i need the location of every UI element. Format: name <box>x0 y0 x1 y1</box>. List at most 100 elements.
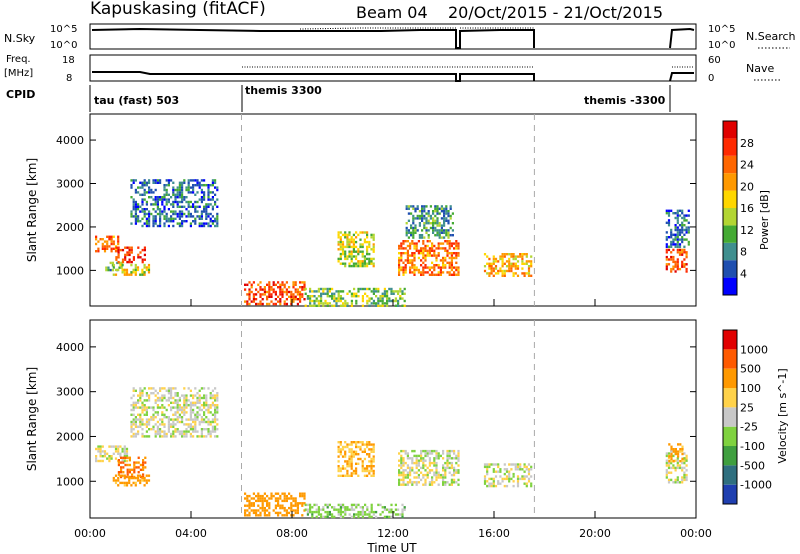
echo-cell <box>268 293 271 296</box>
echo-cell <box>685 270 688 273</box>
echo-cell <box>523 274 526 277</box>
echo-cell <box>409 261 412 264</box>
echo-cell <box>294 511 297 515</box>
echo-cell <box>488 265 491 268</box>
echo-cell <box>328 290 331 293</box>
echo-cell <box>110 457 113 460</box>
echo-cell <box>207 418 210 421</box>
echo-cell <box>446 481 449 484</box>
echo-cell <box>402 469 405 472</box>
echo-cell <box>198 399 201 402</box>
echo-cell <box>156 430 159 433</box>
echo-cell <box>672 466 675 470</box>
echo-cell <box>252 511 255 515</box>
echo-cell <box>683 265 686 268</box>
echo-cell <box>685 238 688 241</box>
echo-cell <box>685 454 688 458</box>
echo-cell <box>676 236 679 239</box>
echo-cell <box>670 243 673 246</box>
echo-cell <box>125 459 129 463</box>
echo-cell <box>167 396 170 400</box>
echo-cell <box>119 445 122 448</box>
echo-cell <box>147 266 151 269</box>
echo-cell <box>514 257 517 261</box>
echo-cell <box>141 418 144 421</box>
echo-cell <box>676 251 679 254</box>
echo-cell <box>512 472 515 476</box>
echo-cell <box>357 441 360 444</box>
power-colorbar-tick: 4 <box>740 267 747 280</box>
echo-cell <box>159 430 162 433</box>
echo-cell <box>119 455 122 458</box>
echo-cell <box>181 408 184 412</box>
echo-cell <box>200 215 203 218</box>
echo-cell <box>268 281 271 284</box>
echo-cell <box>207 428 210 431</box>
echo-cell <box>124 256 127 259</box>
echo-cell <box>296 502 299 505</box>
echo-cell <box>400 266 403 269</box>
echo-cell <box>257 509 260 512</box>
echo-cell <box>455 471 458 474</box>
cpid-segment-2: themis 3300 <box>245 84 322 97</box>
echo-cell <box>348 460 351 463</box>
echo-cell <box>335 304 338 307</box>
echo-cell <box>407 229 410 232</box>
echo-cell <box>444 461 447 465</box>
echo-cell <box>435 247 438 250</box>
echo-cell <box>443 222 446 225</box>
echo-cell <box>257 504 260 507</box>
echo-cell <box>156 205 159 208</box>
echo-cell <box>494 267 498 270</box>
echo-cell <box>167 425 170 428</box>
echo-cell <box>268 302 271 306</box>
echo-cell <box>446 249 449 252</box>
echo-cell <box>117 471 120 474</box>
echo-cell <box>361 299 364 303</box>
echo-cell <box>303 281 306 284</box>
echo-cell <box>359 513 362 516</box>
echo-cell <box>145 481 148 485</box>
echo-cell <box>255 514 258 517</box>
echo-cell <box>443 224 446 227</box>
echo-cell <box>296 506 299 510</box>
echo-cell <box>394 503 397 507</box>
echo-cell <box>501 272 504 275</box>
echo-cell <box>514 265 517 268</box>
echo-cell <box>377 299 380 303</box>
echo-cell <box>125 271 129 274</box>
nsky-tick-high: 10^5 <box>50 24 77 35</box>
echo-cell <box>339 252 342 256</box>
echo-cell <box>339 450 342 453</box>
echo-cell <box>139 463 142 467</box>
echo-cell <box>411 271 414 274</box>
echo-cell <box>214 411 217 414</box>
echo-cell <box>211 396 214 400</box>
echo-cell <box>348 513 351 516</box>
echo-cell <box>143 179 146 182</box>
echo-cell <box>428 457 431 460</box>
echo-cell <box>377 302 380 305</box>
echo-cell <box>339 304 342 307</box>
echo-cell <box>123 445 126 448</box>
echo-cell <box>377 297 380 300</box>
echo-cell <box>187 181 190 184</box>
echo-cell <box>683 245 686 248</box>
echo-cell <box>448 266 451 269</box>
echo-cell <box>292 504 295 507</box>
echo-cell <box>172 191 175 194</box>
echo-cell <box>442 457 445 460</box>
echo-cell <box>421 212 424 215</box>
echo-cell <box>143 188 146 192</box>
echo-cell <box>359 441 362 444</box>
echo-cell <box>370 290 373 293</box>
echo-cell <box>681 231 684 234</box>
echo-cell <box>324 510 327 514</box>
echo-cell <box>445 219 448 222</box>
echo-cell <box>192 184 195 187</box>
echo-cell <box>246 499 249 503</box>
echo-cell <box>150 191 153 194</box>
echo-cell <box>401 508 404 511</box>
echo-cell <box>131 468 134 471</box>
time-tick-labels: 00:00 04:00 08:00 12:00 16:00 20:00 00:00 <box>74 527 712 540</box>
